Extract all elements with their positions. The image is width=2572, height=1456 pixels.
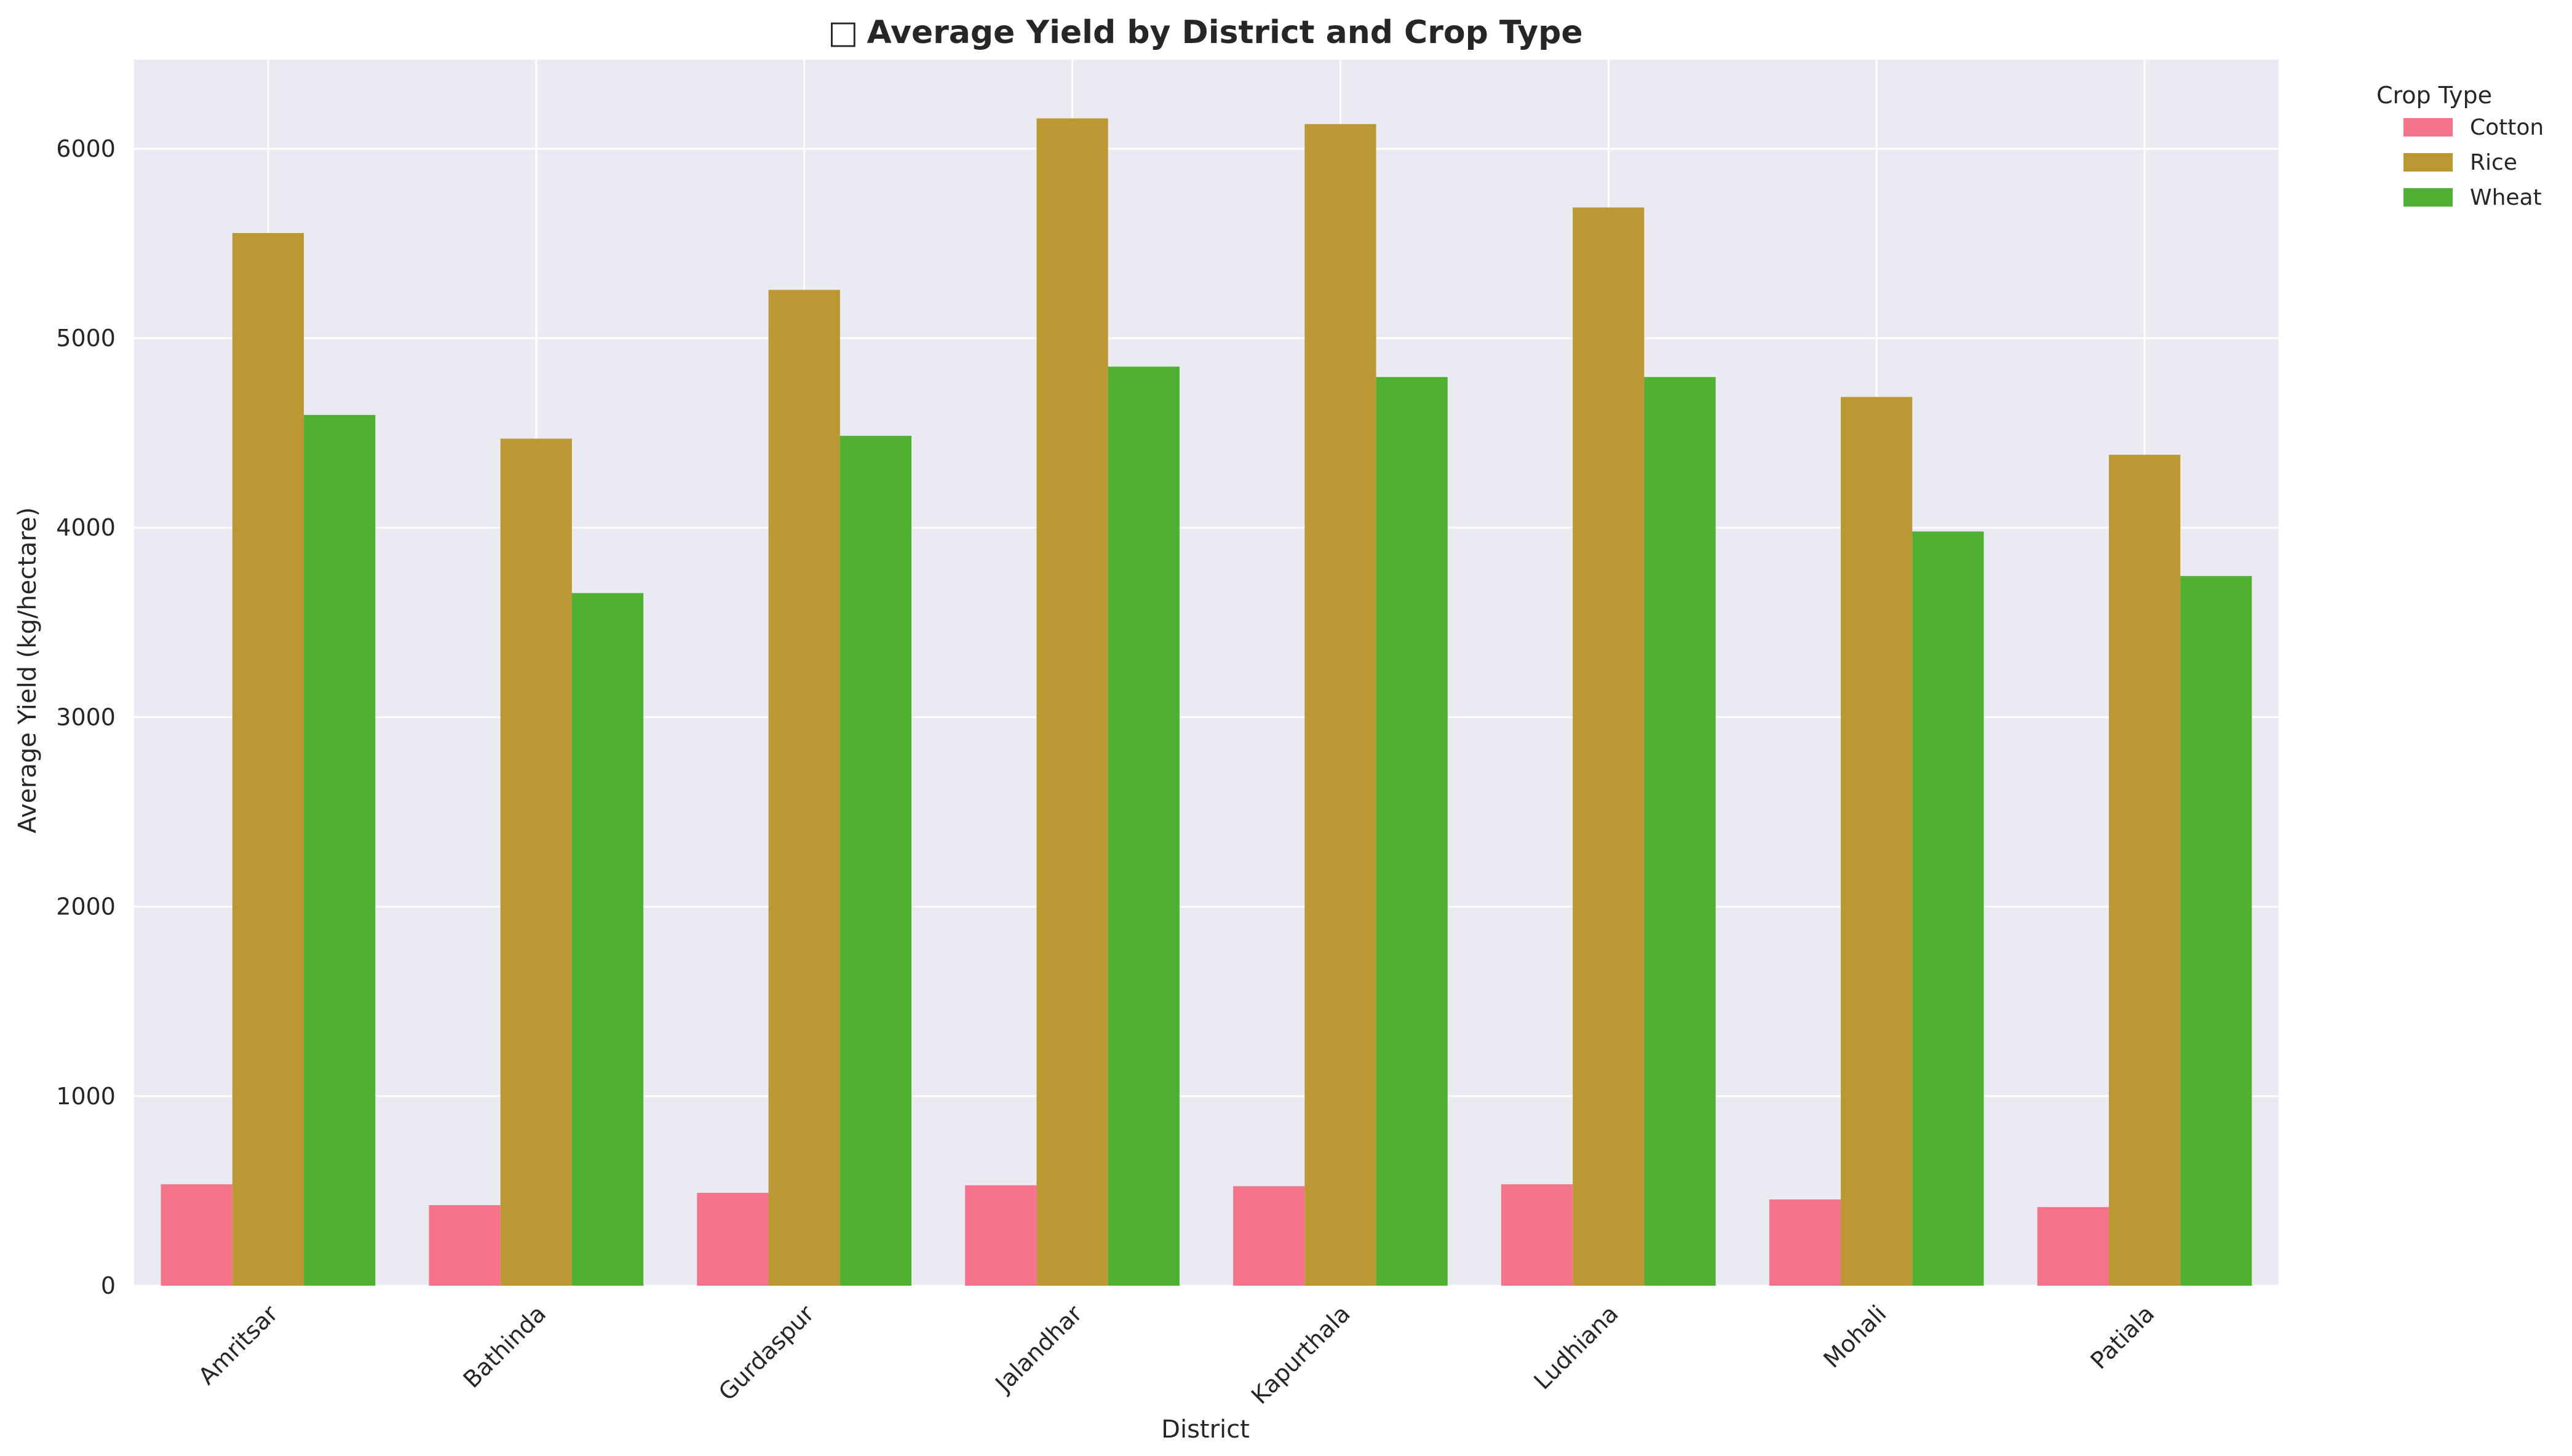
legend-label-wheat: Wheat [2470, 185, 2542, 210]
bar-cotton-ludhiana [1501, 1184, 1573, 1286]
bar-wheat-bathinda [571, 593, 644, 1286]
y-tick-label: 6000 [56, 135, 116, 162]
bar-wheat-gurdaspur [839, 435, 912, 1286]
legend: Crop Type Cotton Rice Wheat [2376, 82, 2544, 210]
y-tick-label: 2000 [56, 893, 116, 920]
bar-wheat-mohali [1912, 531, 1984, 1286]
bar-cotton-bathinda [429, 1205, 501, 1286]
bar-cotton-gurdaspur [697, 1192, 769, 1286]
y-tick-label: 5000 [56, 325, 116, 352]
x-axis-label: District [1161, 1415, 1250, 1444]
y-axis-ticks: 0 1000 2000 3000 4000 5000 6000 [56, 135, 116, 1299]
bar-rice-bathinda [500, 438, 572, 1286]
bar-cotton-jalandhar [965, 1185, 1037, 1286]
bar-rice-amritsar [232, 232, 304, 1286]
bar-cotton-patiala [2037, 1207, 2109, 1286]
bar-rice-jalandhar [1036, 118, 1108, 1286]
y-tick-label: 0 [101, 1272, 116, 1299]
bar-rice-gurdaspur [768, 290, 840, 1286]
bar-rice-mohali [1841, 397, 1913, 1286]
y-tick-label: 4000 [56, 514, 116, 541]
legend-label-rice: Rice [2470, 150, 2517, 175]
y-tick-label: 1000 [56, 1083, 116, 1110]
bar-wheat-kapurthala [1376, 377, 1448, 1286]
bar-wheat-patiala [2180, 576, 2252, 1286]
bar-cotton-mohali [1769, 1199, 1841, 1286]
legend-title: Crop Type [2376, 82, 2492, 109]
legend-label-cotton: Cotton [2470, 115, 2544, 140]
chart-title: □ Average Yield by District and Crop Type [828, 14, 1582, 51]
bar-rice-patiala [2108, 454, 2181, 1286]
bar-rice-ludhiana [1573, 207, 1645, 1286]
bar-wheat-jalandhar [1108, 366, 1180, 1286]
bar-wheat-ludhiana [1644, 377, 1716, 1286]
bar-rice-kapurthala [1304, 124, 1376, 1286]
bar-cotton-amritsar [161, 1184, 232, 1286]
legend-swatch-wheat [2403, 188, 2453, 207]
y-tick-label: 3000 [56, 703, 116, 730]
title-text: Average Yield by District and Crop Type [867, 14, 1583, 51]
bar-cotton-kapurthala [1233, 1186, 1305, 1286]
legend-swatch-cotton [2403, 118, 2453, 136]
y-axis-label: Average Yield (kg/hectare) [14, 507, 42, 834]
legend-swatch-rice [2403, 153, 2453, 172]
title-icon: □ [828, 14, 858, 51]
bar-wheat-amritsar [304, 414, 376, 1286]
bars [161, 118, 2252, 1286]
